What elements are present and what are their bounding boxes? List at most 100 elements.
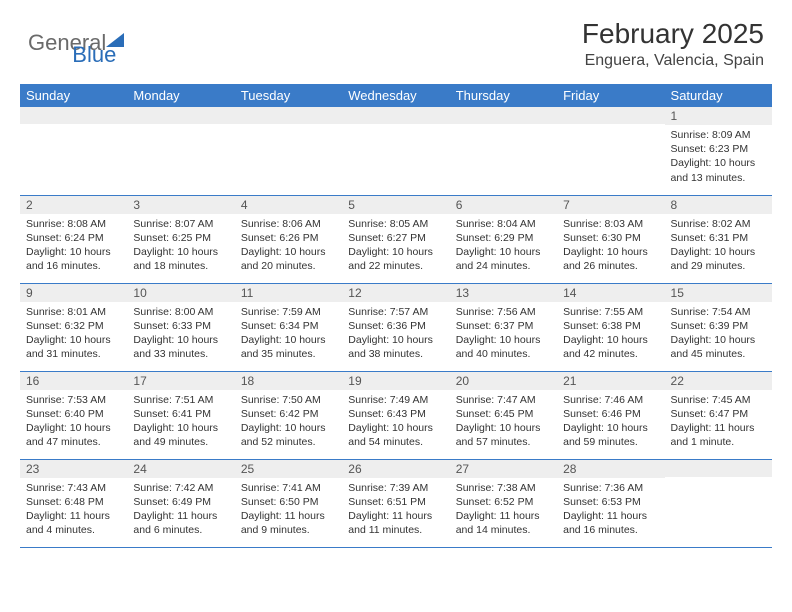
day-details: Sunrise: 7:54 AMSunset: 6:39 PMDaylight:… (665, 302, 772, 366)
calendar-cell: 19Sunrise: 7:49 AMSunset: 6:43 PMDayligh… (342, 371, 449, 459)
calendar-cell: 26Sunrise: 7:39 AMSunset: 6:51 PMDayligh… (342, 459, 449, 547)
calendar-cell: 15Sunrise: 7:54 AMSunset: 6:39 PMDayligh… (665, 283, 772, 371)
day-details: Sunrise: 7:41 AMSunset: 6:50 PMDaylight:… (235, 478, 342, 542)
day-number: 5 (342, 196, 449, 214)
day-details: Sunrise: 7:43 AMSunset: 6:48 PMDaylight:… (20, 478, 127, 542)
day-number: 14 (557, 284, 664, 302)
calendar-cell: 4Sunrise: 8:06 AMSunset: 6:26 PMDaylight… (235, 195, 342, 283)
calendar-cell-empty (235, 107, 342, 195)
calendar-cell: 27Sunrise: 7:38 AMSunset: 6:52 PMDayligh… (450, 459, 557, 547)
day-number (450, 107, 557, 124)
calendar-row: 23Sunrise: 7:43 AMSunset: 6:48 PMDayligh… (20, 459, 772, 547)
day-details: Sunrise: 7:46 AMSunset: 6:46 PMDaylight:… (557, 390, 664, 454)
day-number: 22 (665, 372, 772, 390)
month-title: February 2025 (582, 18, 764, 50)
calendar-cell-empty (20, 107, 127, 195)
day-number: 23 (20, 460, 127, 478)
calendar-cell-empty (342, 107, 449, 195)
day-details: Sunrise: 7:59 AMSunset: 6:34 PMDaylight:… (235, 302, 342, 366)
day-number: 16 (20, 372, 127, 390)
calendar-cell: 11Sunrise: 7:59 AMSunset: 6:34 PMDayligh… (235, 283, 342, 371)
calendar-cell: 18Sunrise: 7:50 AMSunset: 6:42 PMDayligh… (235, 371, 342, 459)
day-number: 2 (20, 196, 127, 214)
calendar-row: 16Sunrise: 7:53 AMSunset: 6:40 PMDayligh… (20, 371, 772, 459)
calendar-cell: 1Sunrise: 8:09 AMSunset: 6:23 PMDaylight… (665, 107, 772, 195)
day-number: 12 (342, 284, 449, 302)
day-number: 15 (665, 284, 772, 302)
day-details: Sunrise: 8:00 AMSunset: 6:33 PMDaylight:… (127, 302, 234, 366)
day-details: Sunrise: 7:49 AMSunset: 6:43 PMDaylight:… (342, 390, 449, 454)
calendar-table: SundayMondayTuesdayWednesdayThursdayFrid… (20, 84, 772, 548)
day-number (342, 107, 449, 124)
calendar-row: 9Sunrise: 8:01 AMSunset: 6:32 PMDaylight… (20, 283, 772, 371)
day-details: Sunrise: 7:42 AMSunset: 6:49 PMDaylight:… (127, 478, 234, 542)
day-number: 8 (665, 196, 772, 214)
day-details: Sunrise: 8:07 AMSunset: 6:25 PMDaylight:… (127, 214, 234, 278)
day-number: 21 (557, 372, 664, 390)
calendar-cell: 7Sunrise: 8:03 AMSunset: 6:30 PMDaylight… (557, 195, 664, 283)
calendar-cell: 22Sunrise: 7:45 AMSunset: 6:47 PMDayligh… (665, 371, 772, 459)
day-details: Sunrise: 8:08 AMSunset: 6:24 PMDaylight:… (20, 214, 127, 278)
calendar-cell-empty (450, 107, 557, 195)
calendar-cell-empty (127, 107, 234, 195)
header: General Blue February 2025 Enguera, Vale… (0, 0, 792, 78)
day-number: 25 (235, 460, 342, 478)
calendar-cell: 28Sunrise: 7:36 AMSunset: 6:53 PMDayligh… (557, 459, 664, 547)
day-number: 1 (665, 107, 772, 125)
calendar-cell: 16Sunrise: 7:53 AMSunset: 6:40 PMDayligh… (20, 371, 127, 459)
day-number (235, 107, 342, 124)
location-label: Enguera, Valencia, Spain (582, 52, 764, 70)
calendar-cell: 3Sunrise: 8:07 AMSunset: 6:25 PMDaylight… (127, 195, 234, 283)
day-number: 4 (235, 196, 342, 214)
weekday-header: Friday (557, 84, 664, 107)
day-number: 19 (342, 372, 449, 390)
day-number: 17 (127, 372, 234, 390)
calendar-cell: 5Sunrise: 8:05 AMSunset: 6:27 PMDaylight… (342, 195, 449, 283)
day-details: Sunrise: 8:09 AMSunset: 6:23 PMDaylight:… (665, 125, 772, 189)
calendar-cell-empty (665, 459, 772, 547)
calendar-cell: 14Sunrise: 7:55 AMSunset: 6:38 PMDayligh… (557, 283, 664, 371)
calendar-cell: 6Sunrise: 8:04 AMSunset: 6:29 PMDaylight… (450, 195, 557, 283)
calendar-cell: 21Sunrise: 7:46 AMSunset: 6:46 PMDayligh… (557, 371, 664, 459)
day-number (557, 107, 664, 124)
day-number: 24 (127, 460, 234, 478)
day-details: Sunrise: 8:06 AMSunset: 6:26 PMDaylight:… (235, 214, 342, 278)
day-details: Sunrise: 7:47 AMSunset: 6:45 PMDaylight:… (450, 390, 557, 454)
day-details: Sunrise: 7:36 AMSunset: 6:53 PMDaylight:… (557, 478, 664, 542)
day-details: Sunrise: 8:02 AMSunset: 6:31 PMDaylight:… (665, 214, 772, 278)
day-number: 13 (450, 284, 557, 302)
calendar-cell: 2Sunrise: 8:08 AMSunset: 6:24 PMDaylight… (20, 195, 127, 283)
weekday-header: Sunday (20, 84, 127, 107)
day-details: Sunrise: 7:39 AMSunset: 6:51 PMDaylight:… (342, 478, 449, 542)
day-number (665, 460, 772, 477)
calendar-cell: 20Sunrise: 7:47 AMSunset: 6:45 PMDayligh… (450, 371, 557, 459)
day-number (20, 107, 127, 124)
calendar-head: SundayMondayTuesdayWednesdayThursdayFrid… (20, 84, 772, 107)
calendar-cell: 10Sunrise: 8:00 AMSunset: 6:33 PMDayligh… (127, 283, 234, 371)
calendar-cell: 23Sunrise: 7:43 AMSunset: 6:48 PMDayligh… (20, 459, 127, 547)
day-details: Sunrise: 7:53 AMSunset: 6:40 PMDaylight:… (20, 390, 127, 454)
day-details: Sunrise: 8:04 AMSunset: 6:29 PMDaylight:… (450, 214, 557, 278)
logo-text-blue: Blue (72, 42, 116, 68)
day-details: Sunrise: 7:51 AMSunset: 6:41 PMDaylight:… (127, 390, 234, 454)
day-number: 10 (127, 284, 234, 302)
day-details: Sunrise: 7:55 AMSunset: 6:38 PMDaylight:… (557, 302, 664, 366)
day-details: Sunrise: 7:57 AMSunset: 6:36 PMDaylight:… (342, 302, 449, 366)
day-number: 18 (235, 372, 342, 390)
title-block: February 2025 Enguera, Valencia, Spain (582, 18, 764, 70)
day-number: 7 (557, 196, 664, 214)
day-number: 27 (450, 460, 557, 478)
weekday-header: Thursday (450, 84, 557, 107)
day-details: Sunrise: 8:01 AMSunset: 6:32 PMDaylight:… (20, 302, 127, 366)
day-number: 28 (557, 460, 664, 478)
calendar-row: 2Sunrise: 8:08 AMSunset: 6:24 PMDaylight… (20, 195, 772, 283)
calendar-cell: 13Sunrise: 7:56 AMSunset: 6:37 PMDayligh… (450, 283, 557, 371)
weekday-header: Monday (127, 84, 234, 107)
logo: General Blue (28, 18, 116, 68)
calendar-cell: 8Sunrise: 8:02 AMSunset: 6:31 PMDaylight… (665, 195, 772, 283)
day-number: 20 (450, 372, 557, 390)
calendar-cell-empty (557, 107, 664, 195)
weekday-header: Wednesday (342, 84, 449, 107)
calendar-cell: 25Sunrise: 7:41 AMSunset: 6:50 PMDayligh… (235, 459, 342, 547)
calendar-cell: 9Sunrise: 8:01 AMSunset: 6:32 PMDaylight… (20, 283, 127, 371)
